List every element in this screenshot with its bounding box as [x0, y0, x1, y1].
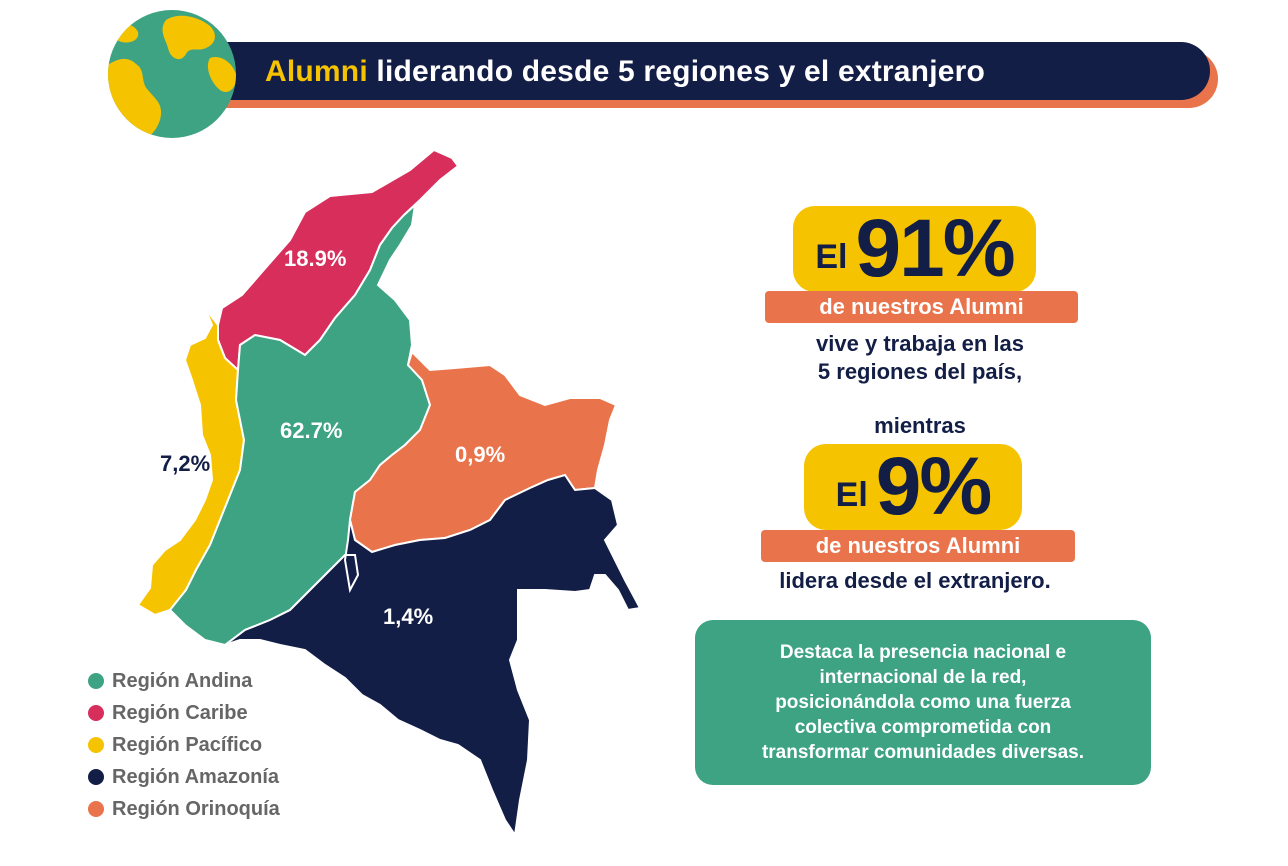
- legend-item-amazonia: Región Amazonía: [88, 761, 388, 793]
- legend-label: Región Andina: [112, 669, 253, 692]
- title-banner: [208, 42, 1210, 100]
- stat-9-subtitle: de nuestros Alumni: [761, 530, 1075, 562]
- connector-text: mientras: [874, 413, 966, 438]
- amazonia-percent: 1,4%: [383, 604, 434, 629]
- legend-item-andina: Región Andina: [88, 665, 388, 697]
- stat-91-subtitle: de nuestros Alumni: [765, 291, 1078, 323]
- stat-9-line1: lidera desde el extranjero.: [779, 568, 1051, 593]
- title-highlight: Alumni: [265, 55, 368, 88]
- andina-percent: 62.7%: [280, 418, 343, 443]
- stat-91-box: El 91%: [793, 206, 1036, 292]
- summary-line: transformar comunidades diversas.: [761, 742, 1085, 763]
- caribe-percent: 18.9%: [284, 246, 347, 271]
- stat-91-line1: vive y trabaja en las: [816, 331, 1024, 356]
- page-title: Alumni liderando desde 5 regiones y el e…: [265, 52, 1185, 92]
- summary-line: internacional de la red,: [819, 667, 1027, 688]
- legend-dot-amazonia: [88, 769, 104, 785]
- summary-line: Destaca la presencia nacional e: [779, 642, 1067, 663]
- colombia-map: [136, 148, 642, 838]
- legend-label: Región Caribe: [112, 701, 248, 724]
- region-amazonia-shape: [224, 473, 642, 838]
- legend-label: Región Orinoquía: [112, 797, 280, 820]
- map-legend: Región Andina Región Caribe Región Pacíf…: [88, 665, 388, 825]
- title-text: liderando desde 5 regiones y el extranje…: [367, 55, 986, 88]
- summary-line: posicionándola como una fuerza: [775, 692, 1071, 713]
- stat-9-prefix: El: [835, 475, 868, 514]
- stat-91-prefix: El: [815, 237, 848, 276]
- legend-label: Región Amazonía: [112, 765, 280, 788]
- legend-dot-orinoquia: [88, 801, 104, 817]
- legend-dot-andina: [88, 673, 104, 689]
- stat-9-value: 9%: [875, 441, 993, 532]
- legend-item-orinoquia: Región Orinoquía: [88, 793, 388, 825]
- stat-91-value: 91%: [855, 203, 1016, 294]
- summary-line: colectiva comprometida con: [794, 717, 1052, 738]
- stat-91-line2: 5 regiones del país,: [817, 359, 1023, 384]
- legend-dot-caribe: [88, 705, 104, 721]
- legend-item-pacifico: Región Pacífico: [88, 729, 388, 761]
- legend-item-caribe: Región Caribe: [88, 697, 388, 729]
- legend-label: Región Pacífico: [112, 733, 263, 756]
- stat-9-box: El 9%: [804, 444, 1022, 530]
- summary-box: Destaca la presencia nacional e internac…: [695, 620, 1151, 785]
- pacifico-percent: 7,2%: [160, 451, 211, 476]
- orinoquia-percent: 0,9%: [455, 442, 506, 467]
- legend-dot-pacifico: [88, 737, 104, 753]
- globe-icon: [108, 10, 236, 138]
